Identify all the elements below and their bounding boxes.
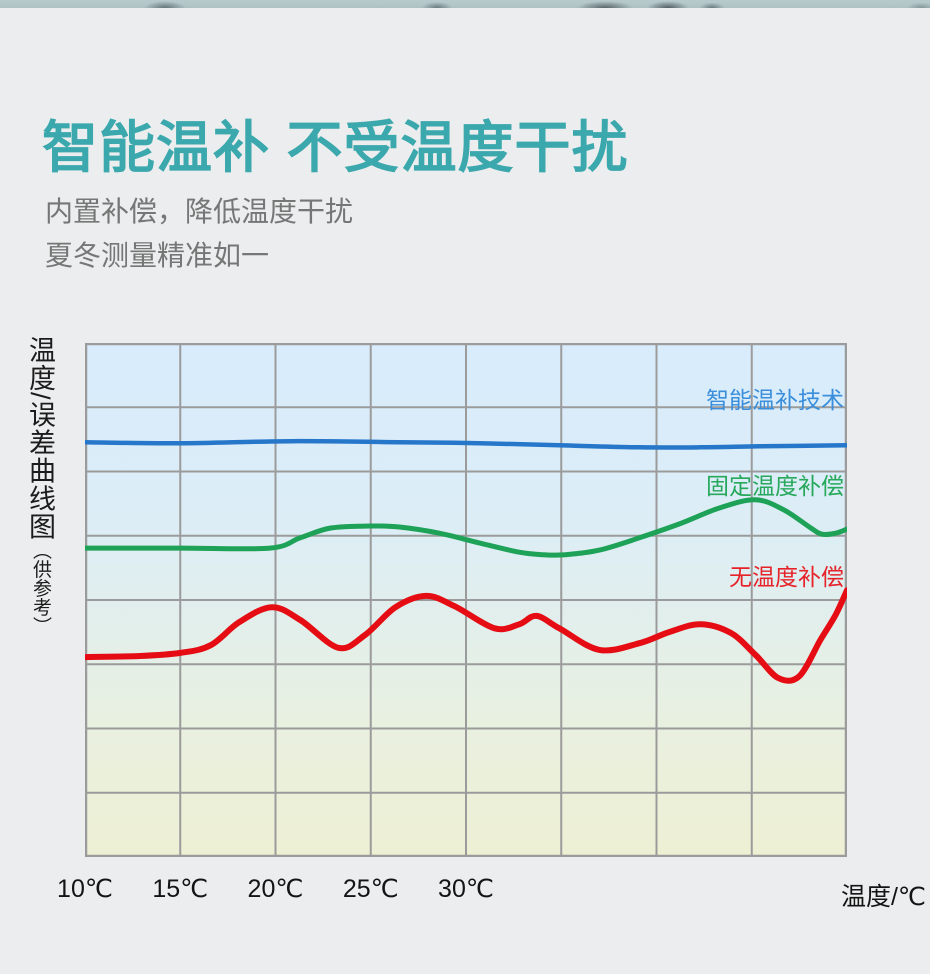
subtitle-line-1: 内置补偿，降低温度干扰 bbox=[45, 196, 354, 227]
x-tick-30c: 30℃ bbox=[438, 875, 494, 903]
chart-plot-area: 智能温补技术 固定温度补偿 无温度补偿 bbox=[85, 343, 847, 857]
x-tick-10c: 10℃ bbox=[57, 875, 113, 903]
chart-svg bbox=[85, 343, 847, 857]
legend-label-smart-compensation: 智能温补技术 bbox=[706, 387, 844, 413]
y-axis-label-note: （供参考） bbox=[30, 540, 51, 636]
y-axis-label-main: 温度/误差曲线图 bbox=[25, 336, 55, 541]
x-tick-25c: 25℃ bbox=[342, 875, 399, 903]
x-axis-ticks: 10℃ 15℃ 20℃ 25℃ 30℃ bbox=[57, 874, 847, 908]
legend-label-no-compensation: 无温度补偿 bbox=[729, 564, 844, 590]
top-photo-strip bbox=[0, 0, 930, 8]
x-tick-15c: 15℃ bbox=[152, 875, 209, 903]
x-tick-20c: 20℃ bbox=[247, 875, 304, 903]
subtitle-line-2: 夏冬测量精准如一 bbox=[45, 240, 270, 271]
y-axis-label: 温度/误差曲线图（供参考） bbox=[25, 336, 55, 636]
page-title: 智能温补 不受温度干扰 bbox=[42, 116, 629, 179]
legend-label-fixed-compensation: 固定温度补偿 bbox=[706, 473, 844, 499]
x-axis-unit-label: 温度/℃ bbox=[840, 883, 926, 911]
